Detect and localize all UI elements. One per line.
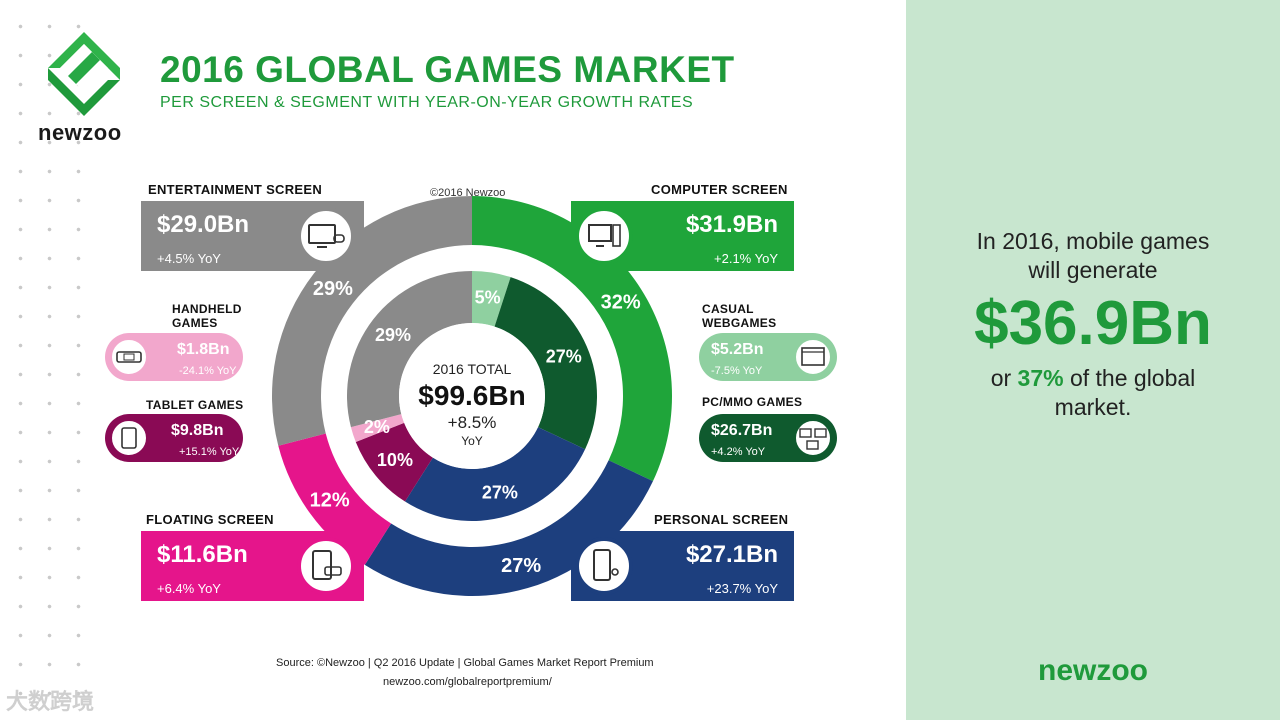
tablet-handheld-icon xyxy=(297,537,355,595)
callout-line4: market. xyxy=(1054,394,1132,420)
callout-line3-pre: or xyxy=(990,365,1012,391)
center-growth-unit: YoY xyxy=(461,434,483,448)
tablet-card: $9.8Bn +15.1% YoY xyxy=(105,414,243,462)
smartphone-icon xyxy=(575,537,633,595)
computer-yoy: +2.1% YoY xyxy=(714,251,778,266)
tablet-icon xyxy=(109,418,149,458)
personal-value: $27.1Bn xyxy=(685,541,778,568)
inner-label-3: 27% xyxy=(482,482,518,502)
page-subtitle: PER SCREEN & SEGMENT WITH YEAR-ON-YEAR G… xyxy=(160,94,694,111)
handheld-yoy: -24.1% YoY xyxy=(179,365,237,377)
browser-window-icon xyxy=(793,337,833,377)
source-url: newzoo.com/globalreportpremium/ xyxy=(383,676,552,688)
chart-copyright: ©2016 Newzoo xyxy=(430,187,506,199)
casual-label-line2: WEBGAMES xyxy=(702,316,777,330)
page-title: 2016 GLOBAL GAMES MARKET xyxy=(160,49,735,90)
inner-ring xyxy=(347,271,597,521)
floating-yoy: +6.4% YoY xyxy=(157,581,221,596)
inner-slice-1 xyxy=(472,271,511,327)
inner-label-6: 29% xyxy=(375,325,411,345)
inner-label-1: 5% xyxy=(475,288,501,308)
dot-pattern xyxy=(0,0,85,720)
casual-value: $5.2Bn xyxy=(711,341,764,358)
handheld-label: HANDHELD GAMES xyxy=(172,302,242,330)
personal-label: PERSONAL SCREEN xyxy=(654,512,789,527)
newzoo-logo-icon xyxy=(48,32,120,116)
callout-percent: 37% xyxy=(1017,365,1064,391)
pcmmo-card: $26.7Bn +4.2% YoY xyxy=(699,414,837,462)
entertainment-card: $29.0Bn +4.5% YoY xyxy=(141,201,364,271)
desktop-computer-icon xyxy=(575,207,633,265)
inner-label-5: 2% xyxy=(364,417,390,437)
floating-value: $11.6Bn xyxy=(157,541,248,568)
center-total-label: 2016 TOTAL xyxy=(433,361,512,377)
center-hole xyxy=(399,323,545,469)
entertainment-value: $29.0Bn xyxy=(157,211,250,238)
inner-slice-2 xyxy=(494,277,597,450)
callout-line2: will generate xyxy=(1028,257,1158,283)
inner-slice-3 xyxy=(405,427,586,521)
personal-yoy: +23.7% YoY xyxy=(706,581,778,596)
center-growth: +8.5% xyxy=(448,413,497,432)
pcmmo-yoy: +4.2% YoY xyxy=(711,446,766,458)
pcmmo-value: $26.7Bn xyxy=(711,422,773,439)
slice-labels: 32% 27% 12% 29% 5% 27% 27% 10% 2% 29% xyxy=(310,278,641,577)
outer-label-3: 12% xyxy=(310,489,350,511)
tv-gamepad-icon xyxy=(297,207,355,265)
handheld-console-icon xyxy=(109,337,149,377)
handheld-label-line1: HANDHELD xyxy=(172,302,242,316)
source-note: Source: ©Newzoo | Q2 2016 Update | Globa… xyxy=(276,657,654,669)
outer-slice-4 xyxy=(271,196,472,446)
entertainment-yoy: +4.5% YoY xyxy=(157,251,221,266)
tablet-label: TABLET GAMES xyxy=(146,398,244,412)
center-total-value: $99.6Bn xyxy=(418,380,525,411)
tablet-yoy: +15.1% YoY xyxy=(179,446,240,458)
pcmmo-label: PC/MMO GAMES xyxy=(702,395,803,409)
handheld-value: $1.8Bn xyxy=(177,341,230,358)
personal-card: $27.1Bn +23.7% YoY xyxy=(571,531,794,601)
inner-label-2: 27% xyxy=(546,347,582,367)
callout-value: $36.9Bn xyxy=(974,289,1212,358)
floating-label: FLOATING SCREEN xyxy=(146,512,274,527)
mobile-callout-panel: In 2016, mobile games will generate $36.… xyxy=(906,0,1280,720)
networked-computers-icon xyxy=(793,418,833,458)
callout-line1: In 2016, mobile games xyxy=(976,228,1210,254)
inner-slice-5 xyxy=(350,414,405,443)
inner-label-4: 10% xyxy=(377,450,413,470)
tablet-value: $9.8Bn xyxy=(171,422,224,439)
inner-slice-6 xyxy=(347,271,472,428)
outer-label-1: 32% xyxy=(601,292,641,314)
casual-card: $5.2Bn -7.5% YoY xyxy=(699,333,837,381)
side-logo-wordmark: newzoo xyxy=(1038,654,1148,687)
callout-line3-post: of the global xyxy=(1069,365,1196,391)
floating-card: $11.6Bn +6.4% YoY xyxy=(141,531,364,601)
inner-slice-4 xyxy=(355,422,433,502)
handheld-label-line2: GAMES xyxy=(172,316,218,330)
computer-label: COMPUTER SCREEN xyxy=(651,182,788,197)
outer-label-2: 27% xyxy=(501,555,541,577)
casual-label-line1: CASUAL xyxy=(702,302,754,316)
casual-label: CASUAL WEBGAMES xyxy=(702,302,776,330)
computer-card: $31.9Bn +2.1% YoY xyxy=(571,201,794,271)
watermark: 大数跨境 xyxy=(6,689,95,714)
casual-yoy: -7.5% YoY xyxy=(711,365,763,377)
computer-value: $31.9Bn xyxy=(685,211,778,238)
logo-wordmark: newzoo xyxy=(38,120,122,145)
outer-label-4: 29% xyxy=(313,278,353,300)
handheld-card: $1.8Bn -24.1% YoY xyxy=(105,333,243,381)
entertainment-label: ENTERTAINMENT SCREEN xyxy=(148,182,323,197)
callout-line3: or 37% of the global xyxy=(906,365,1280,392)
